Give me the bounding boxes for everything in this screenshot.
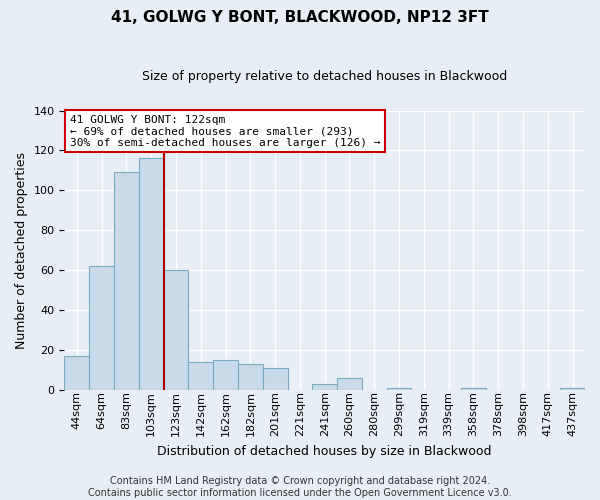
Bar: [64, 356, 89, 390]
Bar: [386, 388, 412, 390]
Bar: [560, 388, 585, 390]
Text: Contains HM Land Registry data © Crown copyright and database right 2024.
Contai: Contains HM Land Registry data © Crown c…: [88, 476, 512, 498]
Bar: [263, 368, 287, 390]
Bar: [337, 378, 362, 390]
Bar: [461, 388, 486, 390]
Bar: [188, 362, 213, 390]
Bar: [114, 172, 139, 390]
Bar: [238, 364, 263, 390]
Y-axis label: Number of detached properties: Number of detached properties: [15, 152, 28, 348]
Bar: [89, 266, 114, 390]
Bar: [313, 384, 337, 390]
Bar: [139, 158, 164, 390]
Bar: [213, 360, 238, 390]
Bar: [164, 270, 188, 390]
Text: 41, GOLWG Y BONT, BLACKWOOD, NP12 3FT: 41, GOLWG Y BONT, BLACKWOOD, NP12 3FT: [111, 10, 489, 25]
X-axis label: Distribution of detached houses by size in Blackwood: Distribution of detached houses by size …: [157, 444, 492, 458]
Text: 41 GOLWG Y BONT: 122sqm
← 69% of detached houses are smaller (293)
30% of semi-d: 41 GOLWG Y BONT: 122sqm ← 69% of detache…: [70, 114, 380, 148]
Title: Size of property relative to detached houses in Blackwood: Size of property relative to detached ho…: [142, 70, 508, 83]
